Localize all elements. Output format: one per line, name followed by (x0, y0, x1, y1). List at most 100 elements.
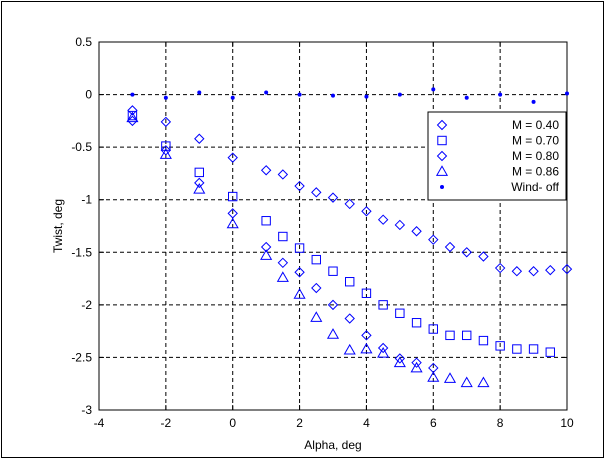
data-point-m-0-70 (345, 277, 355, 287)
y-axis-label: Twist, deg (51, 199, 65, 253)
y-tick-labels: 0.5 0 -0.5 -1 -1.5 -2 -2.5 -3 (71, 35, 92, 417)
y-tick-label: -1 (81, 193, 92, 207)
data-point-m-0-80 (194, 177, 205, 189)
data-point-m-0-86 (460, 376, 473, 388)
data-point-m-0-40 (260, 165, 272, 176)
data-point-m-0-86 (310, 311, 323, 322)
x-tick-label: 2 (296, 416, 303, 430)
data-point-m-0-86 (293, 288, 306, 299)
data-point-m-0-80 (411, 357, 422, 368)
data-markers (126, 87, 573, 388)
y-tick-label: -0.5 (71, 140, 92, 154)
data-point-m-0-40 (428, 234, 439, 245)
data-point-m-0-40 (394, 219, 406, 231)
data-point-m-0-86 (360, 342, 373, 354)
data-point-m-0-70 (545, 347, 555, 357)
data-point-m-0-40 (461, 247, 472, 258)
data-point-m-0-40 (377, 214, 389, 225)
data-point-m-0-86 (443, 372, 457, 383)
legend-marker (436, 119, 448, 131)
data-point-m-0-40 (311, 187, 322, 198)
data-point-m-0-40 (511, 266, 523, 277)
legend-marker (440, 185, 444, 189)
x-axis-label: Alpha, deg (304, 438, 361, 452)
data-point-wind-off (431, 87, 436, 92)
data-point-m-0-70 (462, 330, 472, 341)
data-point-wind-off (464, 95, 469, 100)
data-point-m-0-40 (528, 266, 539, 277)
data-point-m-0-70 (495, 341, 505, 351)
data-point-wind-off (498, 92, 503, 97)
data-point-m-0-40 (294, 180, 305, 192)
data-point-wind-off (531, 99, 536, 104)
data-point-m-0-40 (411, 226, 422, 237)
data-point-m-0-70 (361, 288, 372, 298)
data-point-m-0-40 (545, 264, 556, 276)
data-point-m-0-80 (277, 257, 289, 269)
data-point-m-0-70 (512, 344, 522, 354)
plot-area (98, 41, 568, 411)
data-point-m-0-80 (361, 330, 372, 341)
data-point-wind-off (565, 91, 569, 96)
data-point-m-0-40 (361, 206, 372, 217)
legend-label: M = 0.70 (512, 134, 559, 148)
data-point-wind-off (264, 90, 269, 95)
data-point-m-0-40 (194, 133, 205, 144)
data-point-m-0-70 (528, 344, 539, 354)
data-point-m-0-80 (394, 353, 406, 364)
data-point-wind-off (163, 95, 168, 100)
data-point-m-0-70 (395, 308, 405, 318)
data-point-m-0-40 (127, 105, 138, 116)
data-point-m-0-86 (226, 217, 239, 229)
data-point-m-0-70 (278, 231, 288, 242)
data-point-m-0-70 (478, 335, 489, 346)
y-tick-label: -2 (81, 298, 92, 312)
legend-label: Wind- off (511, 180, 559, 194)
y-tick-label: -2.5 (71, 350, 92, 364)
data-point-m-0-80 (327, 299, 339, 311)
data-point-m-0-80 (160, 145, 172, 156)
y-tick-label: -1.5 (71, 245, 92, 259)
legend-label: M = 0.80 (512, 149, 559, 163)
data-point-wind-off (197, 90, 202, 95)
data-point-m-0-80 (344, 313, 355, 324)
data-point-m-0-40 (227, 152, 238, 163)
data-point-m-0-80 (377, 342, 389, 354)
data-point-m-0-80 (260, 241, 272, 253)
legend-marker (435, 165, 449, 176)
data-point-m-0-40 (344, 198, 355, 210)
data-point-m-0-70 (294, 243, 305, 253)
x-tick-label: 8 (497, 416, 504, 430)
legend-label: M = 0.40 (512, 118, 559, 132)
data-point-m-0-70 (428, 324, 438, 334)
data-point-m-0-86 (193, 182, 206, 194)
data-point-m-0-86 (427, 371, 440, 382)
data-point-m-0-86 (377, 347, 390, 358)
data-point-m-0-40 (327, 192, 339, 203)
legend-label: M = 0.86 (512, 165, 559, 179)
data-point-m-0-70 (261, 216, 271, 226)
y-tick-label: 0.5 (75, 35, 92, 49)
x-tick-labels: -4 -2 0 2 4 6 8 10 (94, 416, 574, 430)
data-point-m-0-70 (411, 318, 422, 328)
data-point-m-0-80 (127, 115, 138, 127)
data-point-m-0-40 (478, 251, 489, 262)
legend-box (427, 111, 567, 201)
y-tick-label: -3 (81, 403, 92, 417)
y-tick-label: 0 (85, 88, 92, 102)
data-point-m-0-86 (410, 361, 423, 373)
legend-marker (436, 150, 448, 162)
x-tick-label: -2 (161, 416, 172, 430)
data-point-m-0-70 (228, 191, 238, 202)
data-point-m-0-70 (328, 266, 338, 276)
data-point-m-0-86 (276, 271, 289, 282)
data-point-m-0-86 (260, 249, 273, 260)
x-tick-label: 4 (363, 416, 370, 430)
data-point-m-0-86 (393, 356, 406, 368)
data-point-wind-off (364, 94, 369, 99)
data-point-m-0-70 (311, 254, 321, 265)
data-point-m-0-86 (159, 148, 172, 159)
data-point-m-0-40 (444, 241, 456, 253)
